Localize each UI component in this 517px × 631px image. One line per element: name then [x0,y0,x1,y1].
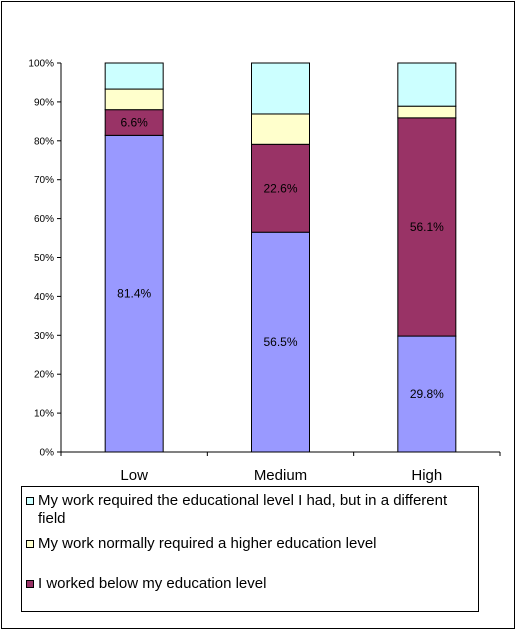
y-tick-label: 70% [34,175,54,186]
legend-swatch-different-field [26,497,34,505]
bar-segment [397,117,457,337]
legend-swatch-below-level [26,580,34,588]
x-tick-label: Low [120,467,148,484]
bar-segment [397,105,457,119]
x-axis: Low Medium High [60,451,501,484]
y-tick-label: 30% [34,331,54,342]
bar-segment [251,143,310,233]
bar-segment [251,231,310,453]
bar-segment [104,134,164,453]
x-tick-label: High [411,467,442,484]
y-tick-label: 80% [34,136,54,147]
bar-segment [251,62,310,115]
y-tick-label: 60% [34,214,54,225]
bar-segment [251,113,310,145]
legend: My work required the educational level I… [21,486,479,612]
legend-item-different-field: My work required the educational level I… [26,492,474,528]
y-axis: 0% 10% 20% 30% 40% 50% 60% 70% 80% 90% 100% [28,59,62,459]
y-tick-label: 50% [34,253,54,264]
legend-item-below-level: I worked below my education level [26,575,474,593]
data-label: 56.1% [410,220,444,234]
y-tick-label: 0% [40,448,55,459]
legend-label-different-field: My work required the educational level I… [38,492,448,527]
data-label: 29.8% [410,387,444,401]
y-tick-label: 10% [34,409,54,420]
bars: 81.4% 6.6% 56.5% 22.6% 29.8% 56.1% [104,62,457,453]
y-tick-label: 20% [34,370,54,381]
legend-swatch-higher-level [26,540,34,548]
y-tick-label: 40% [34,292,54,303]
data-label: 22.6% [263,181,297,195]
x-tick-label: Medium [254,467,307,484]
data-label: 81.4% [117,287,151,301]
bar-segment [104,88,164,111]
data-label: 6.6% [120,116,148,130]
data-label: 56.5% [263,335,297,349]
legend-item-higher-level: My work normally required a higher educa… [26,535,474,553]
bar-segment [397,62,457,107]
bar-segment [104,109,164,136]
y-tick-label: 100% [28,59,54,70]
bar-segment [104,62,164,90]
y-tick-label: 90% [34,97,54,108]
legend-label-below-level: I worked below my education level [38,575,267,592]
legend-label-higher-level: My work normally required a higher educa… [38,535,377,552]
